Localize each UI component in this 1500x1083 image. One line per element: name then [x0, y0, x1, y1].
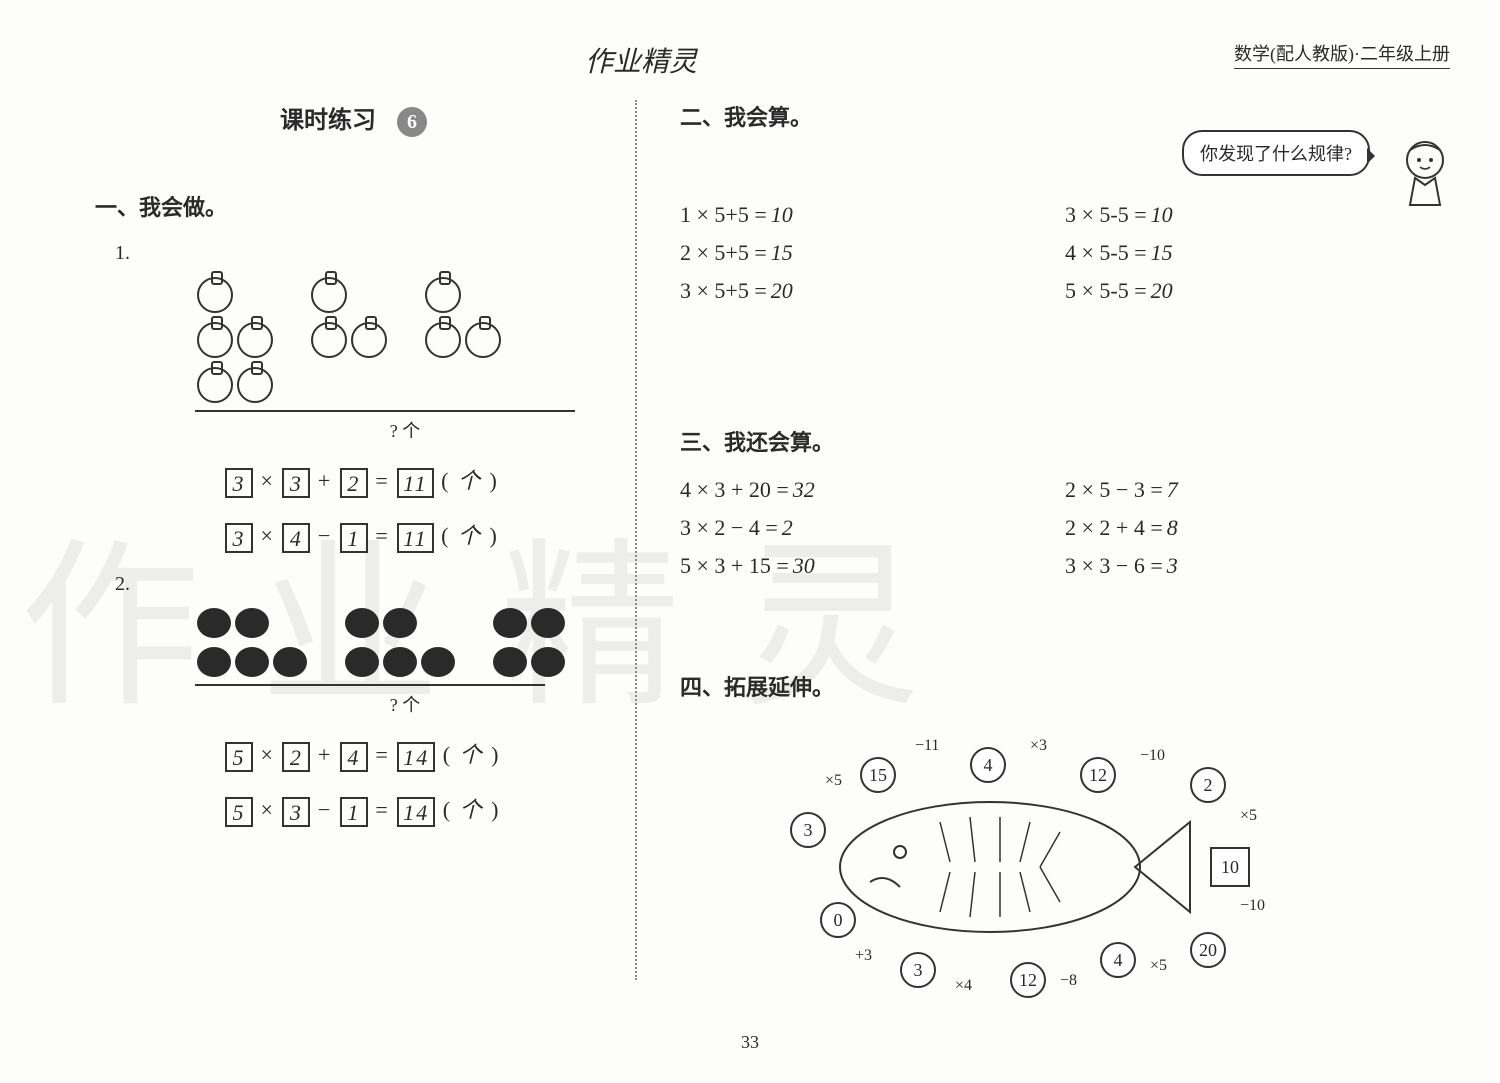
- lesson-title: 课时练习 6: [280, 100, 427, 137]
- apple-illustration: [195, 275, 615, 410]
- fish-node: 0: [820, 902, 856, 938]
- brace-2-label: ? 个: [195, 691, 615, 717]
- fish-node: 4: [970, 747, 1006, 783]
- fish-operation-label: −11: [915, 737, 939, 755]
- brace-2: ? 个: [195, 684, 615, 717]
- fish-operation-label: −10: [1140, 747, 1165, 765]
- fish-node: 20: [1190, 932, 1226, 968]
- fish-operation-label: −8: [1060, 972, 1077, 990]
- equation-1-2: 3 × 4 − 1 = 11 ( 个 ): [225, 518, 615, 553]
- calc-row: 1 × 5+5 =103 × 5-5 =10: [680, 202, 1450, 228]
- calc-row: 3 × 5+5 =205 × 5-5 =20: [680, 278, 1450, 304]
- section-4-title: 四、拓展延伸。: [680, 670, 1450, 702]
- brace-1: ? 个: [195, 410, 615, 443]
- equation-2-1: 5 × 2 + 4 = 14 ( 个 ): [225, 737, 615, 772]
- header-subtitle: 作业精灵: [585, 40, 697, 80]
- calc-row: 5 × 3 + 15 =303 × 3 − 6 =3: [680, 553, 1450, 579]
- calc-row: 2 × 5+5 =154 × 5-5 =15: [680, 240, 1450, 266]
- page-number: 33: [741, 1032, 759, 1053]
- fish-operation-label: ×4: [955, 977, 972, 995]
- fish-node: 12: [1080, 757, 1116, 793]
- section-4: 四、拓展延伸。 31541220312420 10 ×5−11×3−10×5−1…: [680, 670, 1450, 1002]
- calc-row: 4 × 3 + 20 =322 × 5 − 3 =7: [680, 477, 1450, 503]
- fish-result-box: 10: [1210, 847, 1250, 887]
- section-1: 一、我会做。 1. ? 个 3 × 3 + 2 = 11 ( 个 ) 3 × 4…: [95, 190, 615, 847]
- brace-1-label: ? 个: [195, 417, 615, 443]
- section-3: 三、我还会算。 4 × 3 + 20 =322 × 5 − 3 =7 3 × 2 …: [680, 425, 1450, 591]
- fish-operation-label: ×3: [1030, 737, 1047, 755]
- fish-operation-label: ×5: [1240, 807, 1257, 825]
- fish-node: 15: [860, 757, 896, 793]
- child-icon: [1390, 135, 1460, 225]
- equation-1-1: 3 × 3 + 2 = 11 ( 个 ): [225, 463, 615, 498]
- fish-node: 4: [1100, 942, 1136, 978]
- lesson-title-text: 课时练习: [280, 108, 376, 134]
- fish-diagram: 31541220312420 10 ×5−11×3−10×5−10×5−8×4+…: [740, 722, 1300, 1002]
- fish-operation-label: ×5: [825, 772, 842, 790]
- problem-2-number: 2.: [115, 573, 615, 596]
- section-2-title: 二、我会算。: [680, 100, 1450, 132]
- fish-node: 3: [790, 812, 826, 848]
- speech-bubble: 你发现了什么规律?: [1182, 130, 1370, 176]
- fish-operation-label: ×5: [1150, 957, 1167, 975]
- section-1-title: 一、我会做。: [95, 190, 615, 222]
- fish-node: 2: [1190, 767, 1226, 803]
- problem-1-number: 1.: [115, 242, 615, 265]
- fish-node: 3: [900, 952, 936, 988]
- fish-node: 12: [1010, 962, 1046, 998]
- fish-operation-label: +3: [855, 947, 872, 965]
- lesson-number: 6: [397, 107, 427, 137]
- equation-2-2: 5 × 3 − 1 = 14 ( 个 ): [225, 792, 615, 827]
- melon-illustration: [195, 606, 615, 684]
- fish-operation-label: −10: [1240, 897, 1265, 915]
- section-3-title: 三、我还会算。: [680, 425, 1450, 457]
- vertical-divider: [635, 100, 637, 980]
- header-right-label: 数学(配人教版)·二年级上册: [1234, 40, 1450, 69]
- calc-row: 3 × 2 − 4 =22 × 2 + 4 =8: [680, 515, 1450, 541]
